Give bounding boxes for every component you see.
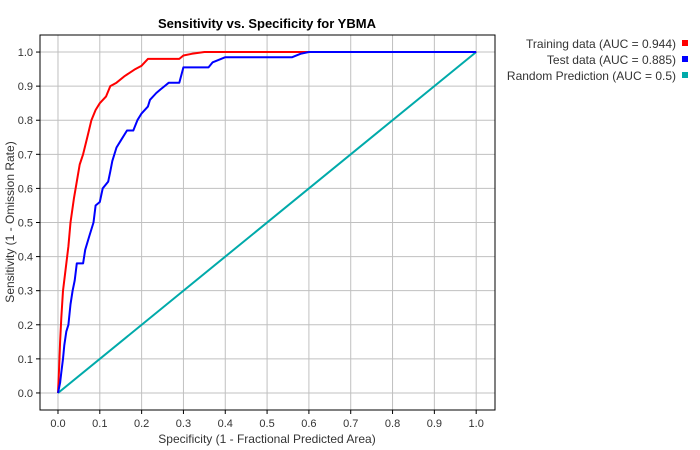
y-tick-label: 0.2	[18, 320, 33, 332]
x-tick-label: 0.2	[134, 418, 149, 430]
series-line-1	[57, 51, 477, 394]
y-tick-label: 0.3	[18, 286, 33, 298]
chart-title: Sensitivity vs. Specificity for YBMA	[158, 16, 377, 31]
x-tick-label: 0.8	[385, 418, 400, 430]
x-tick-label: 0.6	[301, 418, 316, 430]
x-tick-label: 0.3	[176, 418, 191, 430]
ticks: 0.0 0.1 0.2 0.3 0.4 0.5 0.6 0.7 0.8 0.9 1.0 0.0 0.1 0…	[18, 47, 484, 430]
x-axis-label: Specificity (1 - Fractional Predicted Ar…	[158, 432, 375, 446]
legend-marker	[682, 72, 688, 78]
x-tick-label: 1.0	[469, 418, 484, 430]
y-tick-label: 0.5	[18, 218, 33, 230]
legend-label: Training data (AUC = 0.944)	[526, 37, 676, 51]
x-tick-label: 0.4	[218, 418, 233, 430]
series-line-0	[57, 51, 477, 394]
y-tick-label: 0.7	[18, 149, 33, 161]
x-tick-label: 0.7	[343, 418, 358, 430]
x-tick-label: 0.9	[427, 418, 442, 430]
x-tick-label: 0.1	[92, 418, 107, 430]
x-tick-label: 0.0	[50, 418, 65, 430]
legend-marker	[682, 40, 688, 46]
y-tick-label: 0.6	[18, 183, 33, 195]
series-group	[57, 51, 477, 394]
y-tick-label: 0.8	[18, 115, 33, 127]
y-axis-label: Sensitivity (1 - Omission Rate)	[3, 141, 17, 302]
legend-label: Random Prediction (AUC = 0.5)	[507, 69, 676, 83]
y-tick-label: 0.9	[18, 81, 33, 93]
y-tick-label: 0.4	[18, 252, 33, 264]
y-tick-label: 0.0	[18, 388, 33, 400]
y-tick-label: 0.1	[18, 354, 33, 366]
legend-marker	[682, 56, 688, 62]
legend: Training data (AUC = 0.944) Test data (AU…	[507, 37, 688, 83]
x-tick-label: 0.5	[259, 418, 274, 430]
series-line-2	[57, 51, 477, 394]
legend-label: Test data (AUC = 0.885)	[547, 53, 676, 67]
y-tick-label: 1.0	[18, 47, 33, 59]
